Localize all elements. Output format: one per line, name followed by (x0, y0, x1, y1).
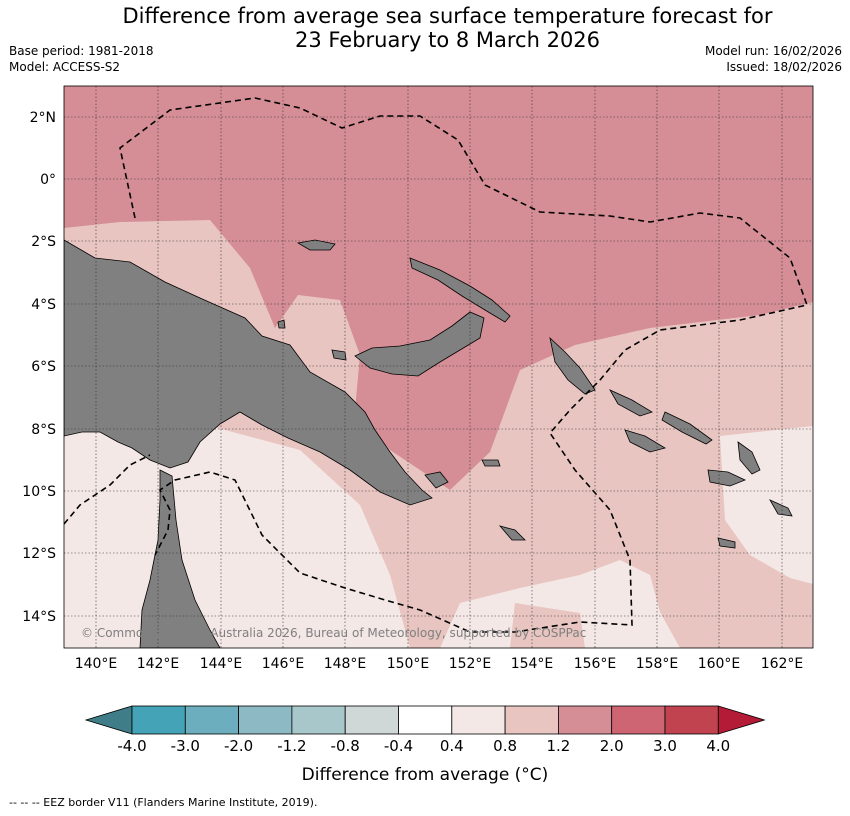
lat-label: 10°S (22, 484, 56, 500)
land-solomon-choiseul (609, 389, 653, 417)
land-small-island-1 (331, 349, 347, 361)
anomaly-region-1.2-2.0-s (510, 603, 585, 648)
colorbar-title: Difference from average (°C) (302, 765, 549, 785)
meta-left: Base period: 1981-2018 Model: ACCESS-S2 (9, 43, 154, 75)
land-louisiade (498, 525, 526, 541)
colorbar-segment (291, 705, 346, 735)
colorbar-segment (131, 705, 186, 735)
land-solomon-santa-isabel (661, 411, 713, 445)
copyright-text: © Commonwealth of Australia 2026, Bureau… (81, 626, 586, 640)
map-area[interactable] (64, 86, 813, 648)
title-line-2: 23 February to 8 March 2026 (294, 28, 601, 52)
colorbar-segment (504, 705, 559, 735)
lon-label: 160°E (698, 656, 741, 672)
land-dentrecasteaux (424, 471, 449, 489)
anomaly-region-0.4-0.8-se (720, 426, 813, 584)
colorbar: -4.0 -3.0 -2.0 -1.2 -0.8 -0.4 0.4 0.8 1.2 2.0 3.0 4… (84, 705, 766, 755)
land-solomon-makira (707, 469, 747, 487)
lon-label: 152°E (449, 656, 492, 672)
land-santa-cruz (769, 499, 793, 517)
lon-label: 140°E (75, 656, 118, 672)
colorbar-segment (664, 705, 719, 735)
colorbar-tick-label: -2.0 (224, 737, 253, 755)
lon-label: 154°E (511, 656, 554, 672)
land-new-guinea (64, 239, 433, 506)
colorbar-tick-label: 3.0 (653, 737, 677, 755)
colorbar-tick-label: 2.0 (600, 737, 624, 755)
eez-border (119, 97, 809, 633)
model-run: Model run: 16/02/2026 (704, 44, 842, 58)
map-title: Difference from average sea surface temp… (0, 4, 850, 52)
colorbar-tick-label: 1.2 (546, 737, 570, 755)
lat-labels: 2°N 0° 2°S 4°S 6°S 8°S 10°S 12°S 14°S (22, 110, 56, 625)
lon-label: 150°E (387, 656, 430, 672)
lon-label: 148°E (324, 656, 367, 672)
colorbar-tick-label: -3.0 (171, 737, 200, 755)
lat-label: 2°N (30, 110, 56, 126)
lon-label: 146°E (262, 656, 305, 672)
colorbar-tick-label: -0.8 (331, 737, 360, 755)
lat-label: 0° (40, 172, 56, 188)
lat-label: 12°S (22, 546, 56, 562)
lon-labels: 140°E 142°E 144°E 146°E 148°E 150°E 152°… (75, 656, 804, 672)
eez-footnote: -- -- -- EEZ border V11 (Flanders Marine… (9, 796, 318, 809)
anomaly-region-0.4-0.8-s (440, 560, 680, 648)
model-name: Model: ACCESS-S2 (9, 60, 121, 74)
colorbar-segment (558, 705, 613, 735)
land-solomon-malaita (737, 441, 761, 475)
land-new-britain (354, 311, 485, 377)
lon-label: 144°E (200, 656, 243, 672)
colorbar-segment (344, 705, 399, 735)
lat-label: 2°S (31, 234, 56, 250)
colorbar-tick-label: 0.4 (440, 737, 464, 755)
lon-label: 142°E (137, 656, 180, 672)
colorbar-over-arrow (717, 705, 766, 735)
land-woodlark (481, 459, 501, 467)
lat-label: 4°S (31, 297, 56, 313)
colorbar-tick-label: 4.0 (706, 737, 730, 755)
lon-label: 162°E (761, 656, 804, 672)
issued-date: Issued: 18/02/2026 (726, 60, 842, 74)
base-period: Base period: 1981-2018 (9, 44, 154, 58)
map-frame (63, 85, 814, 649)
lat-label: 6°S (31, 359, 56, 375)
colorbar-tick-label: -1.2 (277, 737, 306, 755)
land-rennell (717, 537, 736, 549)
eez-border-west (64, 454, 151, 525)
title-line-1: Difference from average sea surface temp… (122, 4, 773, 28)
colorbar-segment (238, 705, 293, 735)
meta-right: Model run: 16/02/2026 Issued: 18/02/2026 (705, 43, 842, 75)
lon-label: 156°E (574, 656, 617, 672)
colorbar-segment (451, 705, 506, 735)
land-new-ireland (409, 257, 511, 323)
lon-label: 158°E (636, 656, 679, 672)
lat-label: 8°S (31, 422, 56, 438)
lat-label: 14°S (22, 609, 56, 625)
land-manus (296, 239, 336, 251)
colorbar-segment (184, 705, 240, 735)
colorbar-tick-label: -0.4 (384, 737, 413, 755)
graticule (64, 86, 813, 648)
colorbar-tick-label: -4.0 (117, 737, 146, 755)
colorbar-segment (611, 705, 666, 735)
colorbar-segment (398, 705, 453, 735)
land-cape-york (139, 469, 221, 648)
land-solomon-guadalcanal (624, 429, 667, 453)
colorbar-tick-label: 0.8 (493, 737, 517, 755)
colorbar-under-arrow (84, 705, 133, 735)
